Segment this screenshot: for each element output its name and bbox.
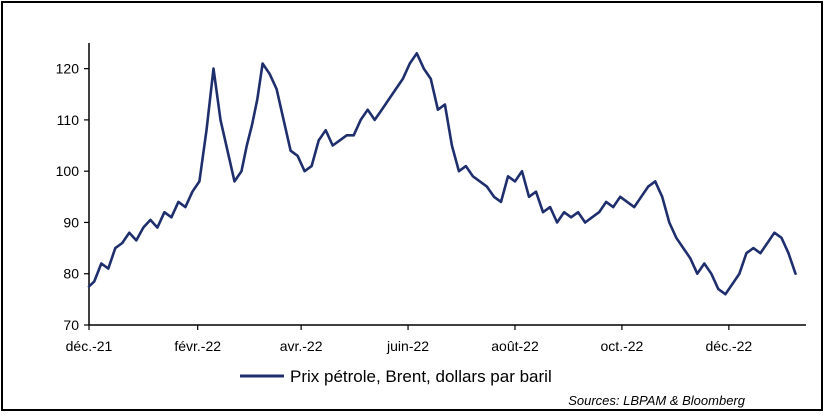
x-tick-label: déc.-22 <box>706 338 753 354</box>
x-axis: déc.-21 févr.-22 avr.-22 juin-22 août-22 oct.… <box>66 324 806 354</box>
legend: Prix pétrole, Brent, dollars par baril <box>240 367 552 386</box>
source-note: Sources: LBPAM & Bloomberg <box>568 393 746 408</box>
y-axis: 70 80 90 100 110 120 <box>56 43 90 333</box>
y-tick-label: 70 <box>63 317 79 333</box>
x-tick-label: févr.-22 <box>174 338 221 354</box>
series-group <box>87 51 797 296</box>
y-tick-label: 110 <box>57 112 80 128</box>
y-tick-label: 90 <box>63 214 79 230</box>
series-line-brent <box>87 51 797 296</box>
x-tick-label: juin-22 <box>386 338 429 354</box>
x-tick-label: déc.-21 <box>66 338 113 354</box>
y-tick-label: 100 <box>56 163 80 179</box>
x-tick-label: avr.-22 <box>280 338 323 354</box>
chart-frame <box>1 1 823 411</box>
x-tick-label: oct.-22 <box>601 338 644 354</box>
y-tick-label: 120 <box>56 61 80 77</box>
legend-label: Prix pétrole, Brent, dollars par baril <box>290 367 552 386</box>
x-tick-label: août-22 <box>491 338 539 354</box>
y-tick-label: 80 <box>63 266 79 282</box>
